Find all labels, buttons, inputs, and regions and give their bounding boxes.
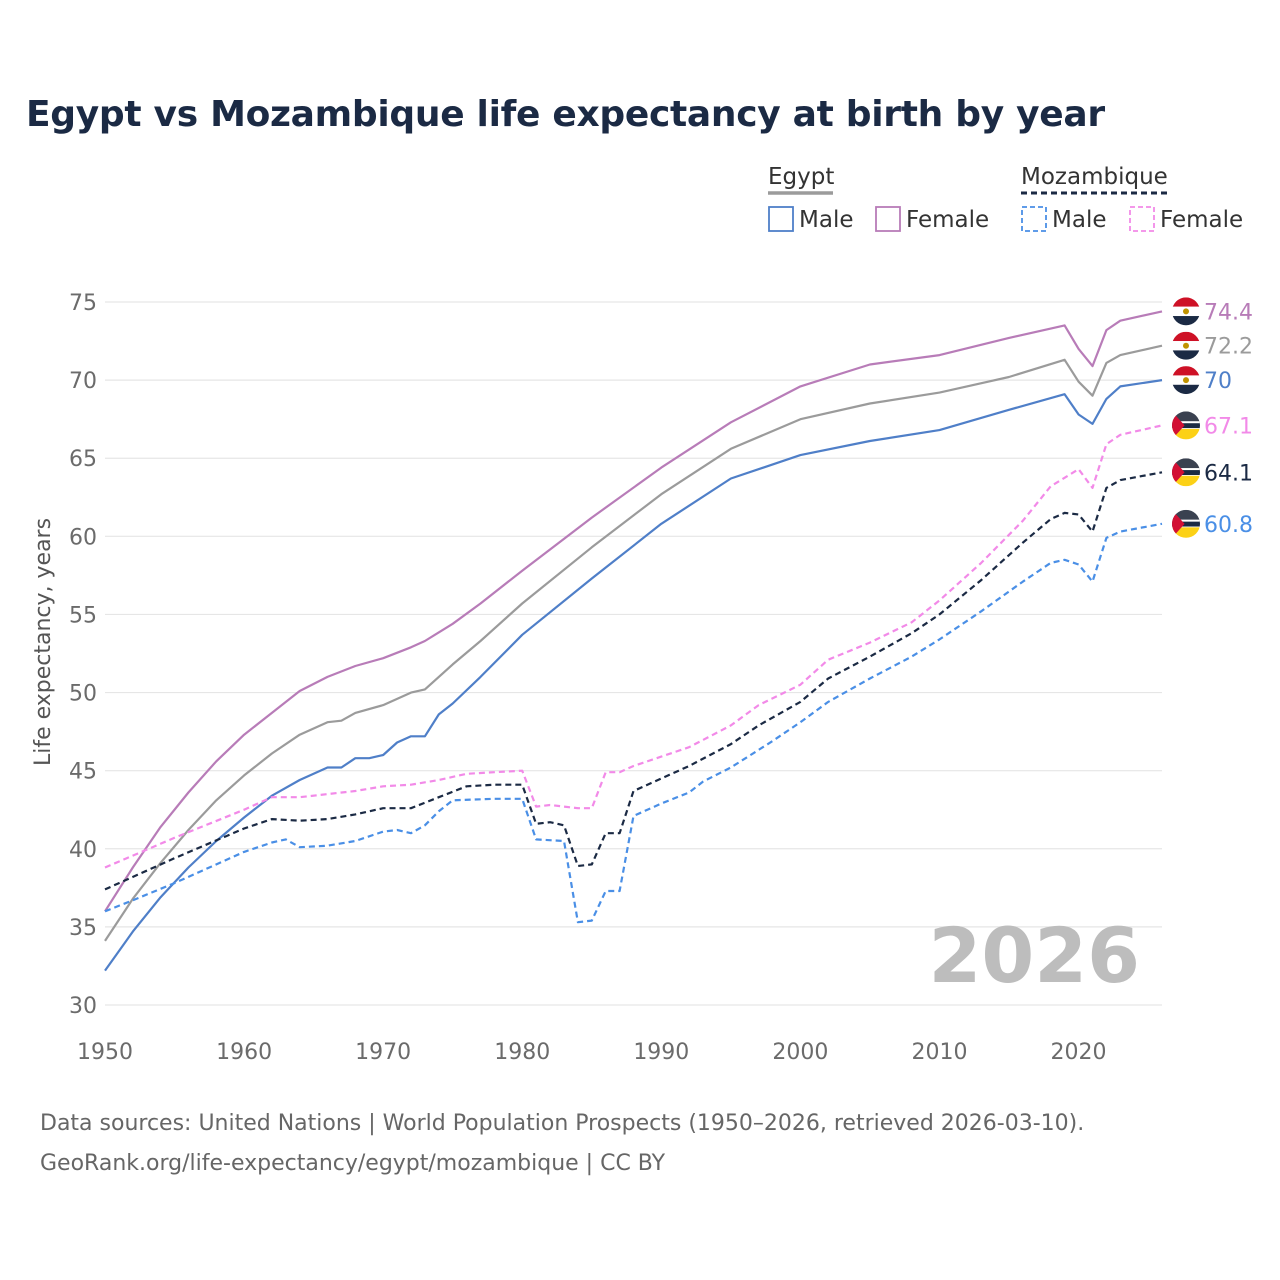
end-label-egypt_total: 72.2 xyxy=(1204,335,1253,360)
source-url[interactable]: GeoRank.org/life-expectancy/egypt/mozamb… xyxy=(40,1151,666,1176)
end-label-moz_total: 64.1 xyxy=(1204,461,1253,486)
series-line-moz_male xyxy=(104,522,1163,924)
grid-lines xyxy=(105,301,1162,1006)
series-line-moz_total xyxy=(104,471,1163,891)
end-label-egypt_male: 70 xyxy=(1204,369,1232,394)
flag-icon-moz_male xyxy=(1172,509,1200,538)
legend-mozambique-female-swatch xyxy=(1129,206,1155,232)
y-tick-label-45: 45 xyxy=(69,760,97,785)
legend-egypt-female-swatch xyxy=(875,206,901,232)
flag-icon-egypt_female xyxy=(1172,297,1200,326)
y-tick-label-70: 70 xyxy=(69,369,97,394)
x-tick-label-1990: 1990 xyxy=(633,1040,689,1065)
y-axis-ticks: 30 35 40 45 50 55 60 65 70 75 xyxy=(69,291,97,1019)
legend-mozambique-male-label: Male xyxy=(1052,207,1106,233)
legend-egypt-male-label: Male xyxy=(799,207,853,233)
series-lines xyxy=(104,310,1163,972)
flag-icon-moz_total xyxy=(1172,458,1200,487)
x-tick-label-1960: 1960 xyxy=(216,1040,272,1065)
legend-egypt[interactable]: Egypt Male Female xyxy=(768,164,989,233)
y-tick-label-60: 60 xyxy=(69,525,97,550)
source-line-1: Data sources: United Nations | World Pop… xyxy=(40,1111,1085,1136)
x-tick-label-1970: 1970 xyxy=(355,1040,411,1065)
legend: Egypt Male Female Mozambique Male Female xyxy=(768,164,1243,233)
y-axis-label: Life expectancy, years xyxy=(31,518,56,766)
series-line-moz_female xyxy=(104,424,1163,869)
legend-egypt-female-label: Female xyxy=(906,207,989,233)
series-line-egypt_male xyxy=(104,379,1163,972)
series-line-egypt_female xyxy=(104,310,1163,912)
y-tick-label-55: 55 xyxy=(69,603,97,628)
series-end-markers: 74.4 72.2 70 67.1 64.1 60.8 xyxy=(1172,297,1253,538)
chart-title: Egypt vs Mozambique life expectancy at b… xyxy=(26,94,1105,135)
source-note: Data sources: United Nations | World Pop… xyxy=(40,1104,1084,1184)
series-line-egypt_total xyxy=(104,344,1163,942)
flag-icon-egypt_total xyxy=(1172,331,1200,360)
x-tick-label-1980: 1980 xyxy=(494,1040,550,1065)
legend-mozambique-male-swatch xyxy=(1021,206,1047,232)
end-label-egypt_female: 74.4 xyxy=(1204,300,1253,325)
life-expectancy-chart: 30 35 40 45 50 55 60 65 70 75 1950 1960 1970 1980 199… xyxy=(31,164,1253,1065)
legend-mozambique-female-label: Female xyxy=(1160,207,1243,233)
x-tick-label-2000: 2000 xyxy=(772,1040,828,1065)
x-tick-label-2010: 2010 xyxy=(911,1040,967,1065)
y-tick-label-75: 75 xyxy=(69,291,97,316)
current-year-label: 2026 xyxy=(928,911,1140,1000)
y-tick-label-30: 30 xyxy=(69,994,97,1019)
flag-icon-moz_female xyxy=(1172,411,1200,440)
end-label-moz_male: 60.8 xyxy=(1204,513,1253,538)
y-tick-label-50: 50 xyxy=(69,682,97,707)
y-tick-label-65: 65 xyxy=(69,447,97,472)
legend-egypt-title: Egypt xyxy=(768,164,834,190)
legend-egypt-male-swatch xyxy=(768,206,794,232)
y-tick-label-40: 40 xyxy=(69,838,97,863)
x-tick-label-2020: 2020 xyxy=(1051,1040,1107,1065)
x-axis-ticks: 1950 1960 1970 1980 1990 2000 2010 2020 xyxy=(77,1040,1107,1065)
legend-mozambique[interactable]: Mozambique Male Female xyxy=(1021,164,1243,233)
end-label-moz_female: 67.1 xyxy=(1204,414,1253,439)
x-tick-label-1950: 1950 xyxy=(77,1040,133,1065)
y-tick-label-35: 35 xyxy=(69,916,97,941)
flag-icon-egypt_male xyxy=(1172,366,1200,395)
legend-mozambique-title: Mozambique xyxy=(1021,164,1168,190)
